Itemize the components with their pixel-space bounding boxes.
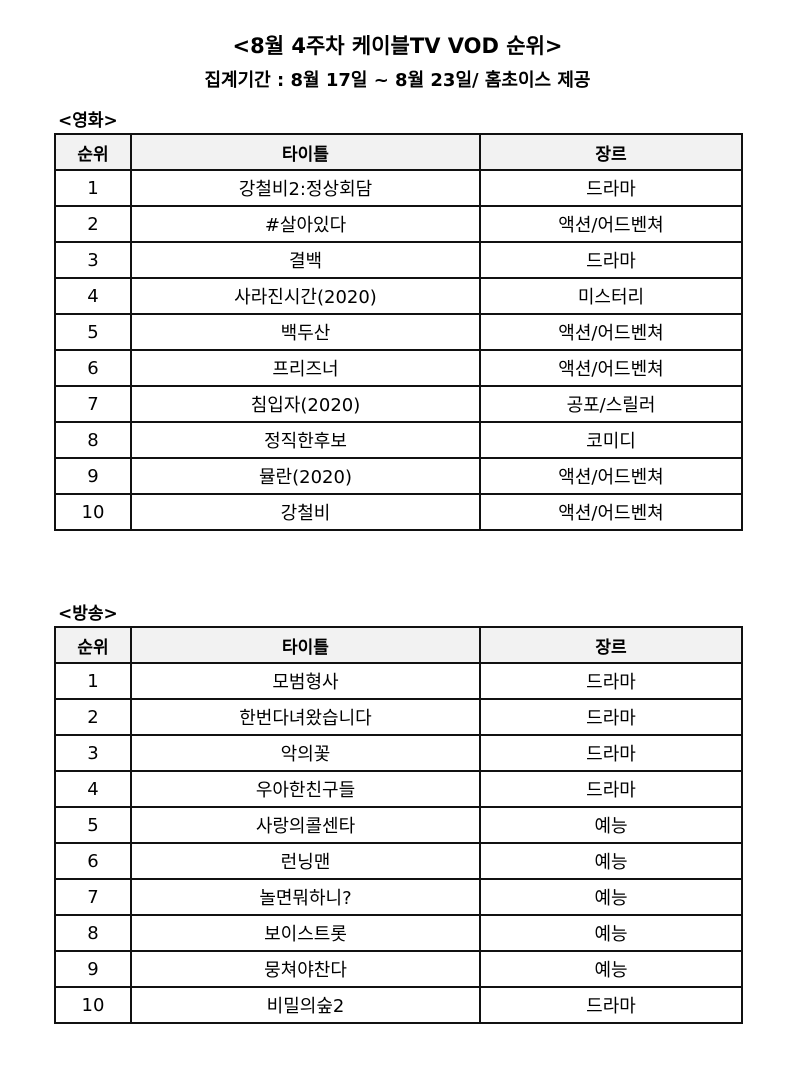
rank-cell: 9: [54, 950, 132, 988]
table-header-row: 순위 타이틀 장르: [54, 626, 743, 664]
header-title: 타이틀: [130, 626, 481, 664]
genre-cell: 코미디: [479, 421, 743, 459]
genre-cell: 예능: [479, 914, 743, 952]
header-genre: 장르: [479, 133, 743, 171]
table-row: 9 뭉쳐야찬다 예능: [54, 950, 743, 988]
rank-cell: 5: [54, 313, 132, 351]
title-cell: 강철비2:정상회담: [130, 169, 481, 207]
genre-cell: 드라마: [479, 986, 743, 1024]
table-row: 2 #살아있다 액션/어드벤쳐: [54, 205, 743, 243]
title-cell: 사랑의콜센타: [130, 806, 481, 844]
genre-cell: 예능: [479, 878, 743, 916]
header-genre: 장르: [479, 626, 743, 664]
genre-cell: 드라마: [479, 770, 743, 808]
rank-cell: 8: [54, 421, 132, 459]
rank-cell: 2: [54, 698, 132, 736]
genre-cell: 액션/어드벤쳐: [479, 349, 743, 387]
genre-cell: 예능: [479, 950, 743, 988]
table-row: 1 강철비2:정상회담 드라마: [54, 169, 743, 207]
rank-cell: 2: [54, 205, 132, 243]
genre-cell: 액션/어드벤쳐: [479, 205, 743, 243]
header-rank: 순위: [54, 133, 132, 171]
table-row: 10 비밀의숲2 드라마: [54, 986, 743, 1024]
table-row: 8 보이스트롯 예능: [54, 914, 743, 952]
table-row: 1 모범형사 드라마: [54, 662, 743, 700]
title-cell: 보이스트롯: [130, 914, 481, 952]
rank-cell: 6: [54, 842, 132, 880]
table-row: 2 한번다녀왔습니다 드라마: [54, 698, 743, 736]
title-cell: 프리즈너: [130, 349, 481, 387]
rank-cell: 10: [54, 493, 132, 531]
table-row: 5 백두산 액션/어드벤쳐: [54, 313, 743, 351]
rank-cell: 9: [54, 457, 132, 495]
title-cell: 악의꽃: [130, 734, 481, 772]
genre-cell: 드라마: [479, 698, 743, 736]
rank-cell: 4: [54, 770, 132, 808]
genre-cell: 미스터리: [479, 277, 743, 315]
title-cell: 정직한후보: [130, 421, 481, 459]
table-row: 9 뮬란(2020) 액션/어드벤쳐: [54, 457, 743, 495]
rank-cell: 10: [54, 986, 132, 1024]
title-cell: #살아있다: [130, 205, 481, 243]
table-row: 4 우아한친구들 드라마: [54, 770, 743, 808]
genre-cell: 예능: [479, 842, 743, 880]
title-cell: 비밀의숲2: [130, 986, 481, 1024]
title-cell: 침입자(2020): [130, 385, 481, 423]
rank-cell: 7: [54, 878, 132, 916]
page-subtitle: 집계기간 : 8월 17일 ~ 8월 23일/ 홈초이스 제공: [204, 70, 591, 91]
table-row: 8 정직한후보 코미디: [54, 421, 743, 459]
rank-cell: 8: [54, 914, 132, 952]
rank-cell: 1: [54, 662, 132, 700]
genre-cell: 드라마: [479, 662, 743, 700]
title-cell: 결백: [130, 241, 481, 279]
genre-cell: 드라마: [479, 169, 743, 207]
title-cell: 한번다녀왔습니다: [130, 698, 481, 736]
rank-cell: 3: [54, 241, 132, 279]
movies-table: 순위 타이틀 장르 1 강철비2:정상회담 드라마 2 #살아있다 액션/어드벤쳐 3 결백 드…: [54, 133, 743, 531]
table-row: 4 사라진시간(2020) 미스터리: [54, 277, 743, 315]
table-header-row: 순위 타이틀 장르: [54, 133, 743, 171]
title-cell: 백두산: [130, 313, 481, 351]
rank-cell: 5: [54, 806, 132, 844]
genre-cell: 드라마: [479, 734, 743, 772]
rank-cell: 6: [54, 349, 132, 387]
table-row: 3 결백 드라마: [54, 241, 743, 279]
table-row: 5 사랑의콜센타 예능: [54, 806, 743, 844]
rank-cell: 1: [54, 169, 132, 207]
broadcast-table: 순위 타이틀 장르 1 모범형사 드라마 2 한번다녀왔습니다 드라마 3 악의꽃 드라마 4 우아…: [54, 626, 743, 1024]
title-cell: 우아한친구들: [130, 770, 481, 808]
table-row: 7 놀면뭐하니? 예능: [54, 878, 743, 916]
movies-section-label: <영화>: [58, 111, 118, 131]
genre-cell: 액션/어드벤쳐: [479, 493, 743, 531]
genre-cell: 공포/스릴러: [479, 385, 743, 423]
table-row: 3 악의꽃 드라마: [54, 734, 743, 772]
table-row: 6 런닝맨 예능: [54, 842, 743, 880]
header-rank: 순위: [54, 626, 132, 664]
title-cell: 모범형사: [130, 662, 481, 700]
title-cell: 런닝맨: [130, 842, 481, 880]
table-row: 7 침입자(2020) 공포/스릴러: [54, 385, 743, 423]
genre-cell: 예능: [479, 806, 743, 844]
title-cell: 놀면뭐하니?: [130, 878, 481, 916]
rank-cell: 4: [54, 277, 132, 315]
genre-cell: 드라마: [479, 241, 743, 279]
title-cell: 뭉쳐야찬다: [130, 950, 481, 988]
rank-cell: 3: [54, 734, 132, 772]
genre-cell: 액션/어드벤쳐: [479, 313, 743, 351]
table-row: 10 강철비 액션/어드벤쳐: [54, 493, 743, 531]
page-title: <8월 4주차 케이블TV VOD 순위>: [232, 34, 563, 58]
rank-cell: 7: [54, 385, 132, 423]
title-cell: 강철비: [130, 493, 481, 531]
title-cell: 뮬란(2020): [130, 457, 481, 495]
genre-cell: 액션/어드벤쳐: [479, 457, 743, 495]
title-cell: 사라진시간(2020): [130, 277, 481, 315]
table-row: 6 프리즈너 액션/어드벤쳐: [54, 349, 743, 387]
header-title: 타이틀: [130, 133, 481, 171]
broadcast-section-label: <방송>: [58, 604, 118, 624]
